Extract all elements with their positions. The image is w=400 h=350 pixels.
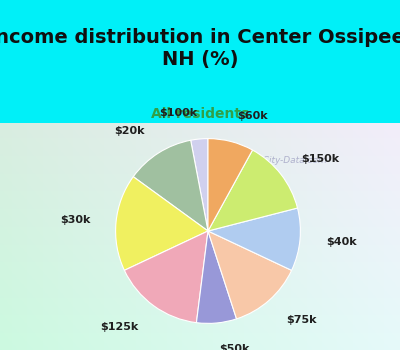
Text: $30k: $30k xyxy=(60,215,90,225)
Text: $150k: $150k xyxy=(302,154,340,163)
Text: $40k: $40k xyxy=(326,237,356,247)
Text: City-Data.com: City-Data.com xyxy=(257,156,327,166)
Text: $20k: $20k xyxy=(114,126,145,136)
Text: $125k: $125k xyxy=(100,322,138,332)
Wedge shape xyxy=(124,231,208,323)
Text: $60k: $60k xyxy=(238,111,268,121)
Wedge shape xyxy=(208,208,300,270)
Text: $50k: $50k xyxy=(219,344,250,350)
Text: All residents: All residents xyxy=(151,107,249,121)
Wedge shape xyxy=(133,140,208,231)
Wedge shape xyxy=(208,150,298,231)
Wedge shape xyxy=(116,177,208,270)
Text: $75k: $75k xyxy=(286,315,317,325)
Text: Income distribution in Center Ossipee,
NH (%): Income distribution in Center Ossipee, N… xyxy=(0,28,400,70)
Text: $100k: $100k xyxy=(159,108,197,118)
Wedge shape xyxy=(208,231,292,319)
Wedge shape xyxy=(191,139,208,231)
Wedge shape xyxy=(208,139,252,231)
Wedge shape xyxy=(196,231,236,323)
